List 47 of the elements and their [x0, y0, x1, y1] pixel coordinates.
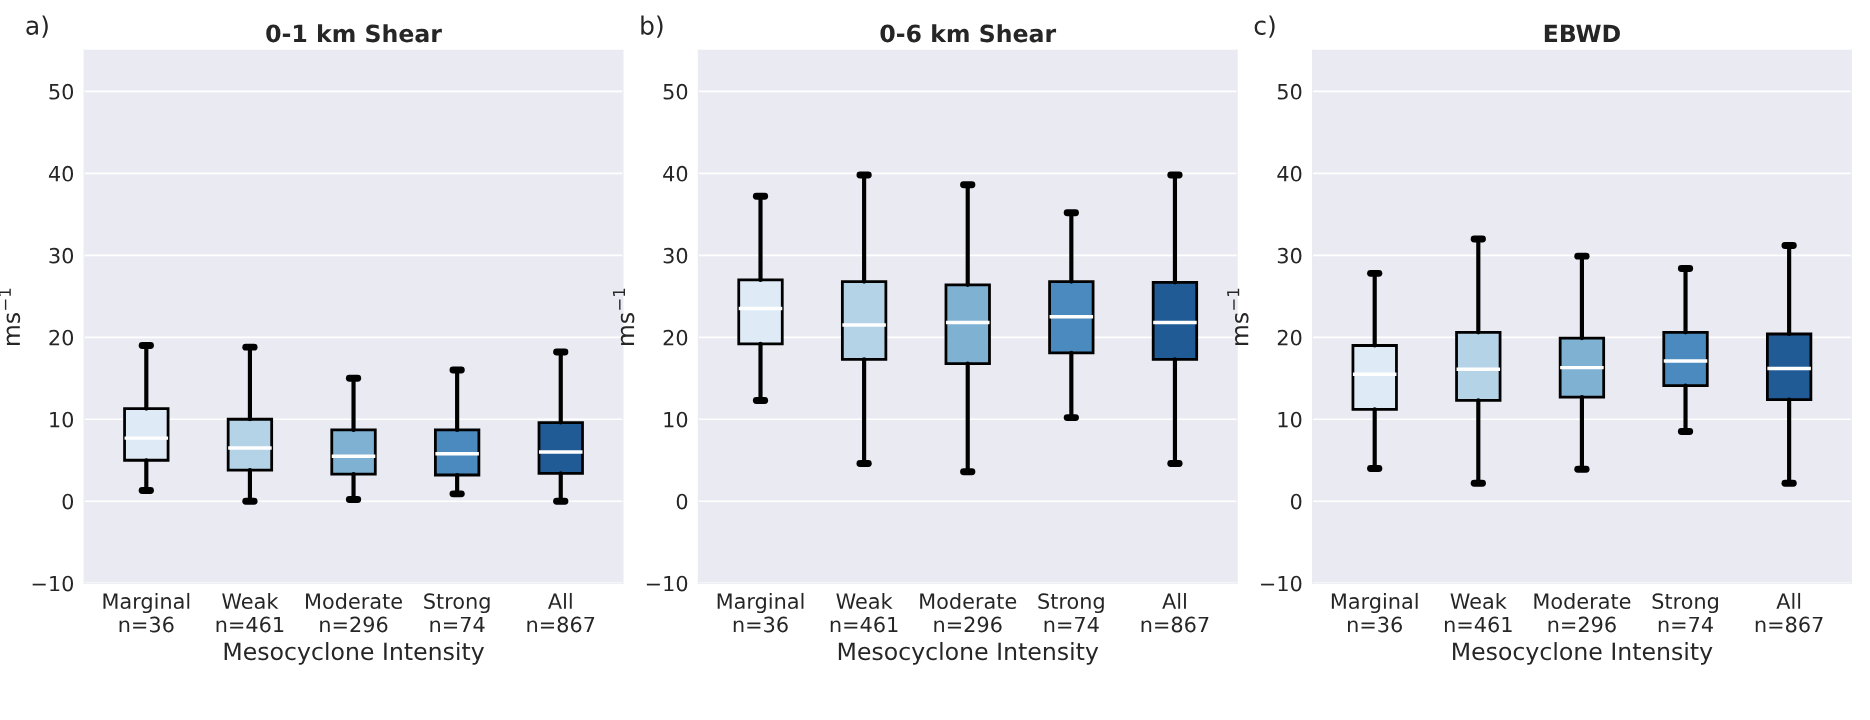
- y-tick-label: 0: [676, 493, 688, 510]
- y-tick-label: 10: [50, 411, 74, 428]
- y-axis-title: ms$^{−1}$: [1227, 288, 1249, 345]
- y-tick-label: 0: [1290, 493, 1302, 510]
- chart-title: EBWD: [1544, 24, 1620, 43]
- x-tick-label: Weak n=461: [216, 592, 284, 633]
- y-tick-label: 40: [663, 165, 688, 182]
- y-tick-label: 20: [1277, 329, 1302, 346]
- y-tick-label: 20: [663, 329, 688, 346]
- y-tick-label: 30: [49, 247, 74, 264]
- x-tick-label: Weak n=461: [830, 592, 898, 633]
- x-tick-label: Marginal n=36: [717, 592, 804, 633]
- text: b): [641, 15, 663, 38]
- x-axis-title: Mesocyclone Intensity: [224, 641, 484, 665]
- y-tick-label: 50: [1277, 83, 1302, 100]
- y-tick-label: 0: [62, 493, 74, 510]
- y-tick-label: −10: [646, 575, 688, 592]
- y-tick-label: 30: [1277, 247, 1302, 264]
- x-tick-label: Moderate n=296: [920, 592, 1017, 633]
- x-axis-title: Mesocyclone Intensity: [1453, 641, 1713, 665]
- y-tick-label: 40: [1277, 165, 1302, 182]
- x-tick-label: Strong n=74: [1652, 593, 1718, 633]
- y-tick-label: −10: [32, 575, 74, 592]
- x-tick-label: Weak n=461: [1444, 592, 1512, 633]
- y-tick-label: 30: [663, 247, 688, 264]
- chart-title: 0-1 km Shear: [266, 24, 442, 43]
- y-tick-label: 10: [664, 411, 688, 428]
- x-tick-label: Marginal n=36: [1331, 592, 1418, 633]
- y-tick-label: 10: [1278, 411, 1302, 428]
- y-axis-title: ms$^{−1}$: [612, 288, 635, 345]
- x-tick-label: Strong n=74: [424, 593, 490, 633]
- x-axis-title: Mesocyclone Intensity: [838, 641, 1099, 665]
- x-tick-label: Strong n=74: [1038, 593, 1104, 633]
- x-tick-label: Marginal n=36: [103, 592, 190, 633]
- text: c): [1254, 15, 1275, 38]
- x-tick-label: All n=867: [1141, 592, 1209, 633]
- x-tick-label: Moderate n=296: [1534, 592, 1631, 633]
- y-tick-label: 50: [49, 83, 74, 100]
- y-tick-label: 40: [48, 165, 74, 182]
- y-tick-label: 50: [663, 83, 688, 100]
- y-tick-label: −10: [1261, 575, 1302, 592]
- text: a): [26, 15, 48, 38]
- x-tick-label: All n=867: [1755, 592, 1823, 633]
- chart-title: 0-6 km Shear: [880, 24, 1057, 43]
- y-tick-label: 20: [49, 329, 74, 346]
- x-tick-label: All n=867: [527, 592, 595, 633]
- x-tick-label: Moderate n=296: [306, 592, 402, 633]
